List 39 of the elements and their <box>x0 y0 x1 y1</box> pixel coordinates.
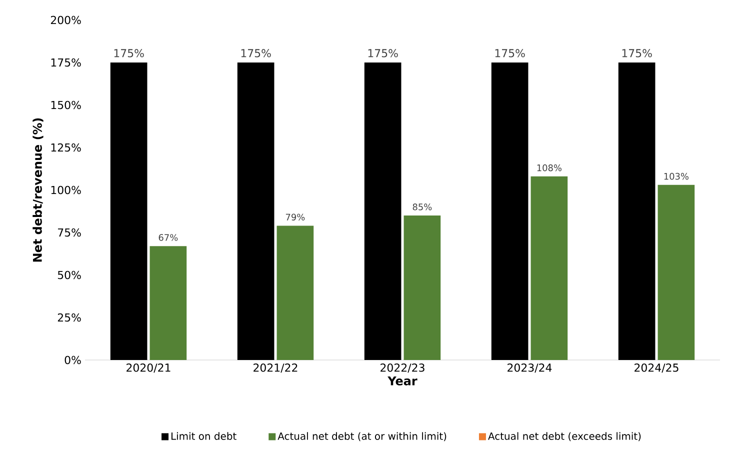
data-label: 175% <box>495 49 525 58</box>
bar <box>491 62 528 360</box>
y-tick-label: 75% <box>58 228 81 237</box>
data-label: 175% <box>114 49 144 58</box>
bar <box>150 246 187 360</box>
bar <box>530 176 568 360</box>
data-label: 85% <box>412 204 432 210</box>
y-tick-label: 175% <box>51 58 81 67</box>
y-tick-label: 150% <box>51 100 81 110</box>
bar <box>237 62 274 360</box>
bar <box>658 184 695 360</box>
x-tick-label: 2024/25 <box>634 364 678 373</box>
y-tick-label: 50% <box>58 270 81 280</box>
x-axis-title: Year <box>388 376 418 386</box>
x-tick-label: 2023/24 <box>508 364 552 373</box>
data-label: 79% <box>286 214 305 220</box>
x-tick-label: 2022/23 <box>380 364 424 373</box>
data-label: 103% <box>664 172 689 180</box>
y-tick-label: 200% <box>50 16 81 24</box>
y-tick-label: 0% <box>64 356 81 364</box>
data-label: 67% <box>158 234 178 241</box>
data-label: 108% <box>537 164 562 172</box>
y-tick-label: 100% <box>51 186 81 194</box>
x-tick-label: 2021/22 <box>254 364 298 373</box>
data-label: 175% <box>622 49 652 58</box>
y-axis-title: Net debt/revenue (%) <box>32 118 44 262</box>
bar <box>276 226 314 360</box>
x-tick-label: 2020/21 <box>126 364 170 373</box>
legend-label: Actual net debt (at or within limit) <box>278 432 446 442</box>
data-label: 175% <box>241 49 271 58</box>
legend-label: Actual net debt (exceeds limit) <box>488 432 641 442</box>
legend-label: Limit on debt <box>171 432 236 440</box>
y-tick-label: 25% <box>58 313 81 322</box>
data-label: 175% <box>368 49 398 58</box>
bar <box>364 62 402 360</box>
y-tick-label: 125% <box>51 143 81 152</box>
bar <box>618 62 656 360</box>
bar <box>110 62 148 360</box>
bar <box>404 216 441 360</box>
